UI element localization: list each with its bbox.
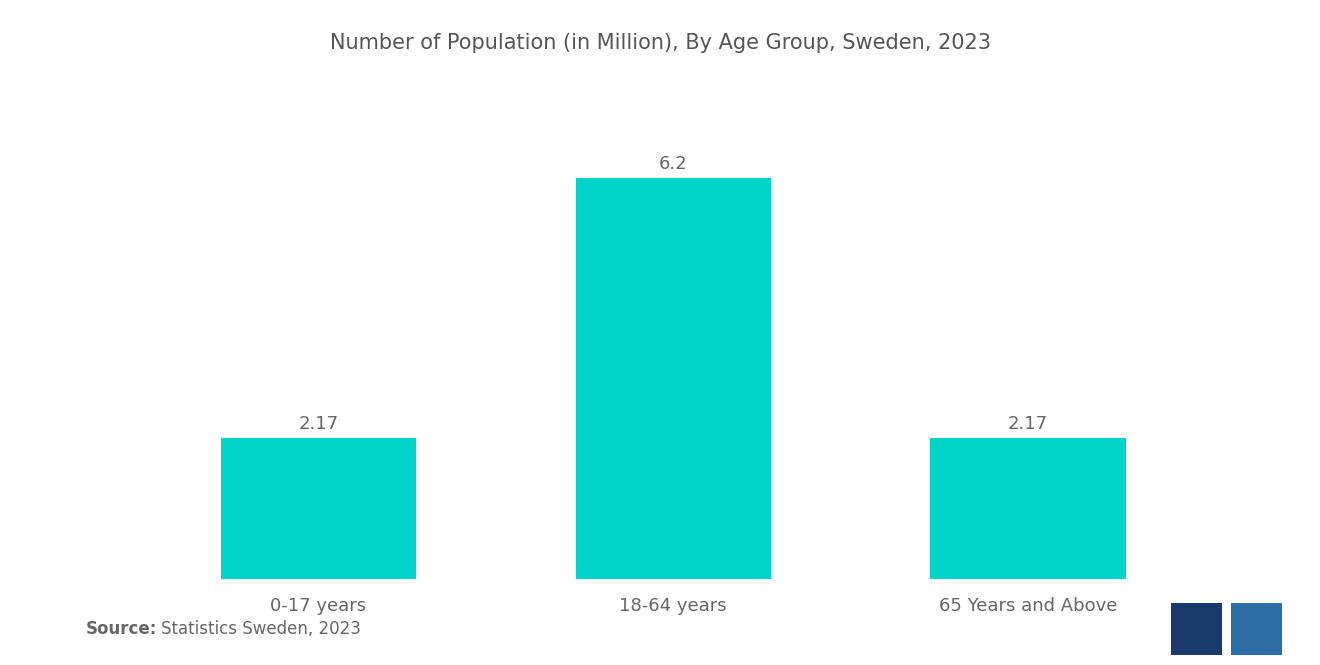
Text: Source:: Source: — [86, 620, 157, 638]
Text: Number of Population (in Million), By Age Group, Sweden, 2023: Number of Population (in Million), By Ag… — [330, 33, 990, 53]
Bar — [576, 178, 771, 579]
Bar — [931, 438, 1126, 579]
Text: 6.2: 6.2 — [659, 154, 688, 172]
Text: 2.17: 2.17 — [1008, 415, 1048, 433]
Bar — [220, 438, 416, 579]
FancyBboxPatch shape — [1171, 602, 1222, 656]
Text: 2.17: 2.17 — [298, 415, 338, 433]
Text: Statistics Sweden, 2023: Statistics Sweden, 2023 — [161, 620, 360, 638]
FancyBboxPatch shape — [1232, 602, 1282, 656]
